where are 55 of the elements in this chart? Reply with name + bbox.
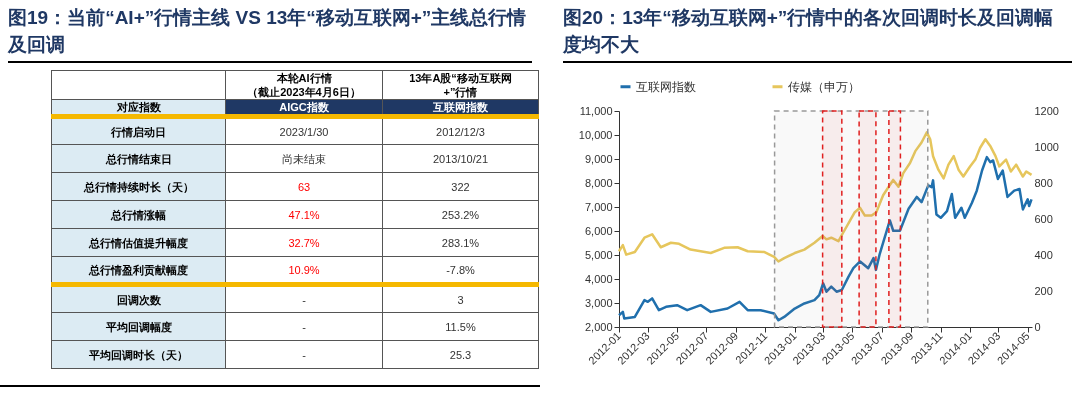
text: 3	[382, 284, 539, 313]
text: 2012/12/3	[382, 116, 539, 145]
line-series	[617, 131, 1033, 263]
text: 行情启动日	[51, 116, 226, 145]
y2-tick-label: 1000	[1034, 140, 1059, 153]
text: 283.1%	[382, 228, 539, 257]
text: 总行情持续时长（天）	[51, 172, 226, 201]
text: 2023/1/30	[225, 116, 383, 145]
y2-tick-label: 800	[1034, 176, 1053, 189]
text: 对应指数	[51, 99, 226, 117]
text: 322	[382, 172, 539, 201]
category-label: 本轮AI行情（截止2023年4月6日）	[225, 70, 383, 100]
y-tick-label: 3,000	[584, 296, 613, 309]
text: 尚未结束	[225, 144, 383, 173]
text: 互联网指数	[382, 99, 539, 117]
text: -7.8%	[382, 256, 539, 285]
y-tick-label: 8,000	[584, 176, 613, 189]
text: 63	[225, 172, 383, 201]
text: 总行情结束日	[51, 144, 226, 173]
text: 总行情盈利贡献幅度	[51, 256, 226, 285]
text: 总行情涨幅	[51, 200, 226, 229]
text: 平均回调幅度	[51, 312, 226, 341]
text: 25.3	[382, 340, 539, 369]
y-tick-label: 9,000	[584, 152, 613, 165]
chart-title: 图20：13年“移动互联网+”行情中的各次回调时长及回调幅度均不大	[563, 4, 1072, 63]
text: -	[225, 312, 383, 341]
text: AIGC指数	[225, 99, 383, 117]
text: 图19：当前“AI+”行情主线 VS 13年“移动互联网+”主线总行情及回调	[8, 4, 532, 63]
line-series	[617, 155, 1033, 322]
text: 47.1%	[225, 200, 383, 229]
text: 10.9%	[225, 256, 383, 285]
text: 平均回调时长（天）	[51, 340, 226, 369]
text: 11.5%	[382, 312, 539, 341]
y2-tick-label: 1200	[1034, 104, 1059, 117]
text: -	[225, 284, 383, 313]
y2-tick-label: 400	[1034, 248, 1053, 261]
y2-tick-label: 600	[1034, 212, 1053, 225]
y2-tick-label: 0	[1034, 320, 1041, 333]
text: 32.7%	[225, 228, 383, 257]
text: 总行情估值提升幅度	[51, 228, 226, 257]
y2-tick-label: 200	[1034, 284, 1053, 297]
y-tick-label: 4,000	[584, 272, 613, 285]
y-tick-label: 6,000	[584, 224, 613, 237]
text: 回调次数	[51, 284, 226, 313]
y-tick-label: 5,000	[584, 248, 613, 261]
y-tick-label: 11,000	[579, 104, 613, 117]
text: 2013/10/21	[382, 144, 539, 173]
legend-label: 传媒（申万）	[788, 79, 860, 94]
y-tick-label: 7,000	[584, 200, 613, 213]
y-tick-label: 10,000	[578, 128, 613, 141]
text: 253.2%	[382, 200, 539, 229]
legend-label: 互联网指数	[636, 79, 696, 94]
y-tick-label: 2,000	[584, 320, 613, 333]
text: -	[225, 340, 383, 369]
category-label: 13年A股“移动互联网+”行情	[382, 70, 539, 100]
